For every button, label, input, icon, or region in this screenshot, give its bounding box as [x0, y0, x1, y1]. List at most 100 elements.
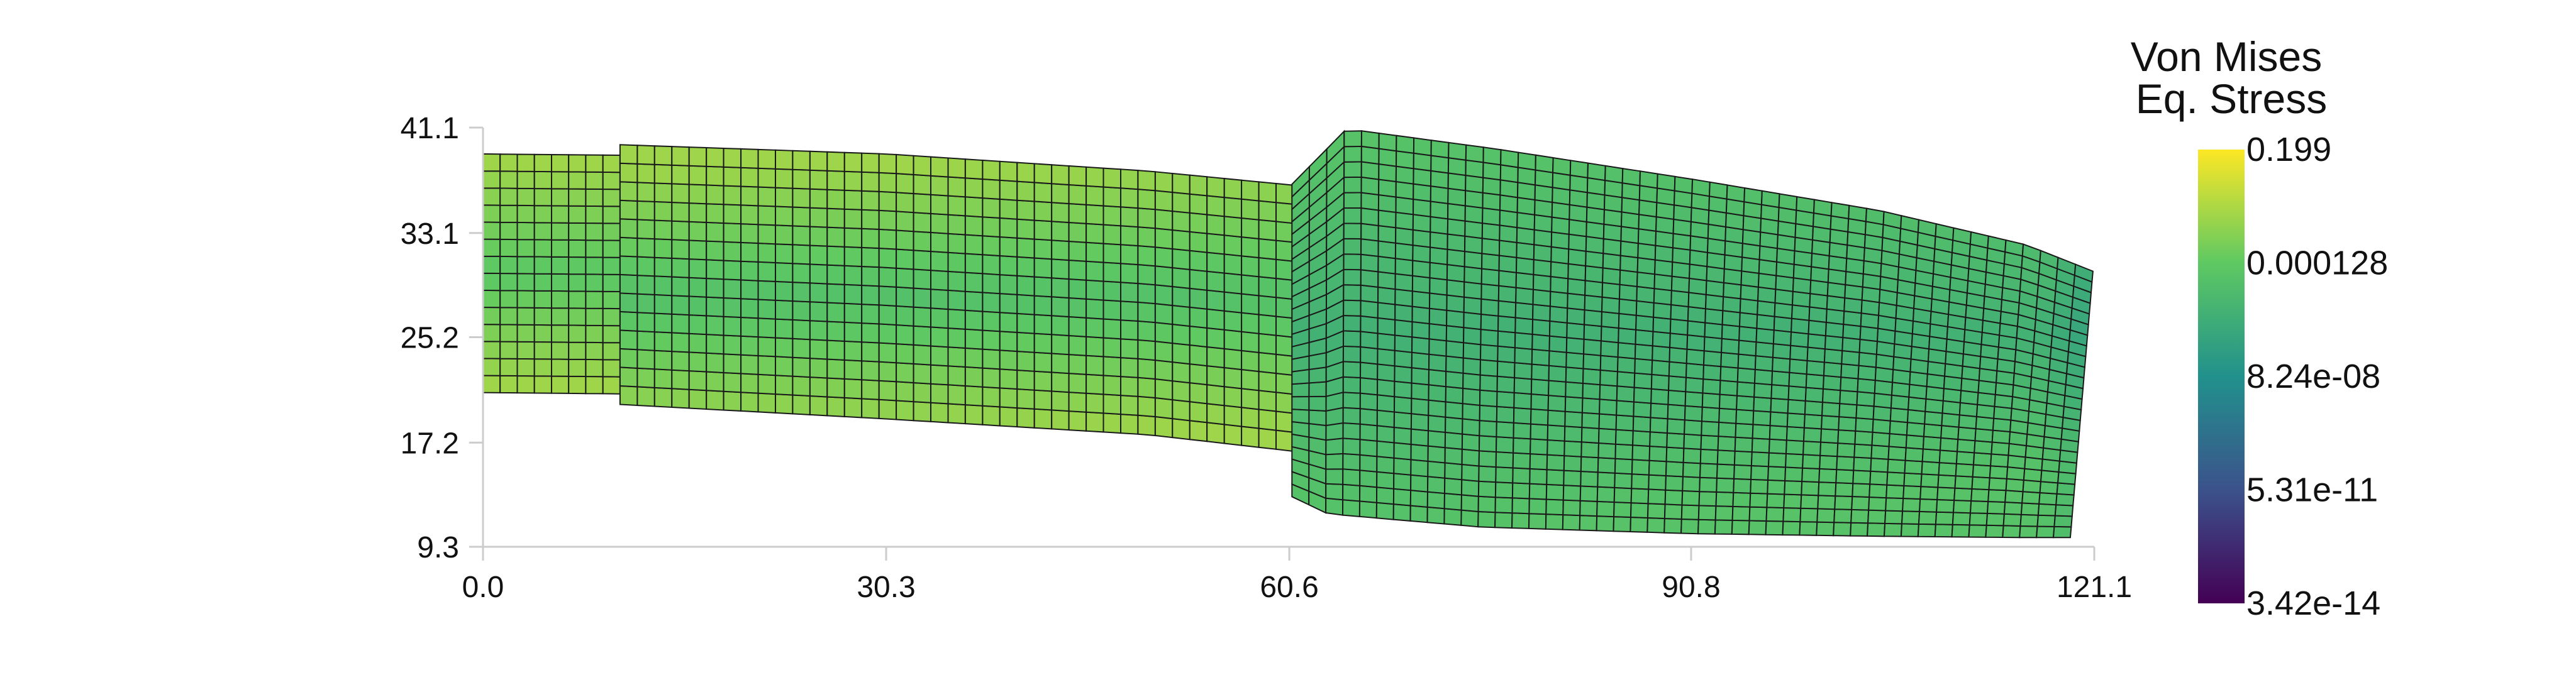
mesh-cell: [1342, 376, 1362, 394]
mesh-cell: [1085, 392, 1104, 414]
mesh-cell: [1512, 467, 1531, 485]
mesh-cell: [1206, 251, 1225, 274]
mesh-cell: [947, 289, 966, 311]
mesh-cell: [482, 324, 501, 343]
mesh-cell: [1137, 244, 1156, 267]
mesh-cell: [1987, 489, 2007, 503]
mesh-cell: [1051, 371, 1070, 393]
mesh-cell: [1991, 429, 2011, 444]
mesh-cell: [1172, 266, 1191, 290]
mesh-cell: [1600, 326, 1619, 344]
mesh-cell: [861, 322, 880, 344]
mesh-cell: [826, 170, 845, 191]
mesh-cell: [930, 156, 949, 178]
mesh-cell: [653, 368, 673, 390]
mesh-cell: [1649, 431, 1668, 448]
mesh-cell: [896, 248, 914, 270]
mesh-cell: [1343, 161, 1362, 178]
mesh-cell: [671, 257, 690, 278]
mesh-cell: [1428, 353, 1447, 373]
mesh-cell: [1393, 473, 1412, 491]
mesh-cell: [533, 341, 552, 360]
mesh-cell: [602, 154, 621, 173]
mesh-cell: [1596, 486, 1616, 503]
mesh-cell: [809, 339, 828, 360]
mesh-cell: [688, 314, 708, 336]
mesh-cell: [1550, 261, 1569, 280]
mesh-cell: [1051, 258, 1070, 280]
mesh-cell: [1906, 409, 1926, 425]
mesh-cell: [826, 151, 845, 172]
mesh-cell: [947, 233, 966, 255]
mesh-cell: [757, 186, 776, 207]
mesh-cell: [1841, 349, 1860, 366]
mesh-cell: [516, 324, 535, 343]
mesh-cell: [516, 204, 535, 224]
mesh-cell: [1515, 272, 1535, 290]
mesh-cell: [1360, 284, 1379, 304]
mesh-cell: [636, 256, 655, 277]
mesh-cell: [1068, 392, 1087, 413]
mesh-cell: [2052, 525, 2072, 539]
mesh-cell: [913, 212, 931, 233]
mesh-cell: [1532, 304, 1551, 322]
mesh-cell: [1648, 459, 1667, 477]
mesh-cell: [964, 196, 984, 218]
mesh-cell: [913, 268, 931, 290]
mesh-cell: [2019, 525, 2038, 539]
mesh-cell: [1120, 282, 1139, 303]
mesh-cell: [636, 275, 655, 295]
mesh-cell: [482, 153, 501, 172]
mesh-cell: [1631, 444, 1651, 461]
mesh-cell: [999, 368, 1018, 390]
mesh-cell: [930, 270, 949, 291]
mesh-cell: [1446, 279, 1465, 298]
mesh-cell: [1172, 248, 1191, 271]
mesh-cell: [1102, 299, 1121, 321]
mesh-cell: [913, 306, 931, 328]
mesh-cell: [1653, 302, 1672, 320]
mesh-cell: [1547, 395, 1567, 412]
mesh-cell: [1871, 431, 1890, 447]
mesh-cell: [706, 146, 724, 168]
mesh-cell: [585, 341, 604, 361]
mesh-cell: [1753, 368, 1774, 386]
mesh-cell: [1085, 260, 1104, 282]
mesh-cell: [516, 153, 535, 172]
mesh-cell: [1754, 355, 1774, 372]
mesh-cell: [1563, 455, 1582, 473]
mesh-cell: [688, 295, 708, 317]
mesh-cell: [757, 261, 776, 282]
mesh-cell: [1669, 318, 1689, 336]
mesh-cell: [1461, 433, 1480, 452]
colorbar-tick-label: 3.42e-14: [2246, 584, 2380, 622]
mesh-cell: [1033, 295, 1053, 317]
mesh-cell: [1189, 212, 1208, 234]
mesh-cell: [1496, 405, 1515, 424]
y-tick-label: 41.1: [401, 112, 459, 145]
mesh-cell: [1921, 461, 1940, 476]
x-ticks: 0.0 30.3 60.6 90.8 121.1: [462, 547, 2132, 604]
mesh-cell: [1769, 411, 1789, 427]
mesh-cell: [861, 304, 880, 325]
mesh-cell: [568, 188, 587, 207]
mesh-cell: [1258, 332, 1277, 355]
mesh-cell: [688, 165, 708, 186]
mesh-cell: [1685, 376, 1704, 394]
mesh-cell: [861, 284, 880, 306]
mesh-cell: [533, 222, 552, 241]
mesh-cell: [568, 256, 587, 275]
mesh-cell: [792, 394, 811, 415]
mesh-cell: [861, 341, 880, 363]
mesh-cell: [1635, 314, 1655, 332]
mesh-cell: [1085, 166, 1104, 188]
mesh-cell: [1378, 132, 1397, 152]
mesh-cell: [1650, 402, 1669, 420]
mesh-cell: [1887, 446, 1907, 461]
mesh-cell: [913, 155, 931, 177]
mesh-cell: [1813, 199, 1833, 217]
mesh-cell: [723, 390, 742, 412]
y-tick-label: 33.1: [401, 217, 459, 251]
mesh-cell: [1514, 332, 1533, 350]
mesh-cell: [1051, 164, 1070, 186]
